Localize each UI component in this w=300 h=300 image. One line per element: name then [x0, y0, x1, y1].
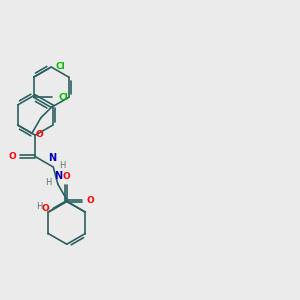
- Text: Cl: Cl: [58, 93, 68, 102]
- Text: H: H: [59, 161, 66, 170]
- Text: Cl: Cl: [56, 62, 65, 71]
- Text: N: N: [48, 154, 56, 164]
- Text: N: N: [54, 171, 62, 181]
- Text: H: H: [36, 202, 43, 211]
- Text: H: H: [46, 178, 52, 187]
- Text: O: O: [62, 172, 70, 181]
- Text: O: O: [35, 130, 43, 139]
- Text: O: O: [41, 204, 49, 213]
- Text: O: O: [9, 152, 16, 161]
- Text: O: O: [86, 196, 94, 206]
